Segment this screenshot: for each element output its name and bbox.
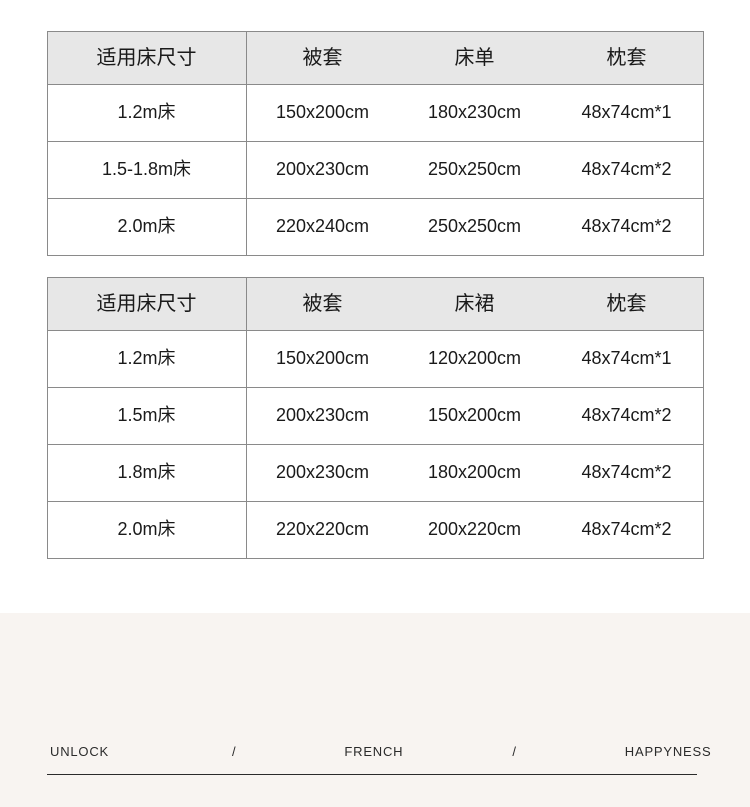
table-header: 适用床尺寸 被套 床裙 枕套 xyxy=(47,277,703,331)
cell-quilt-cover: 150x200cm xyxy=(246,84,399,142)
cell-bed-size: 1.5m床 xyxy=(47,387,247,445)
cell-pillowcase: 48x74cm*1 xyxy=(550,330,703,388)
cell-flat-sheet: 180x230cm xyxy=(398,84,551,142)
table-row: 1.8m床 200x230cm 180x200cm 48x74cm*2 xyxy=(47,444,703,502)
cell-pillowcase: 48x74cm*2 xyxy=(581,519,672,540)
footer-banner-content: UNLOCK / FRENCH / HAPPYNESS xyxy=(0,613,750,807)
cell-pillowcase: 48x74cm*2 xyxy=(550,444,703,502)
tagline-word-unlock: UNLOCK xyxy=(50,743,109,759)
cell-bed-size: 2.0m床 xyxy=(47,501,247,559)
cell-bed-size: 2.0m床 xyxy=(47,198,247,256)
column-header-quilt-cover: 被套 xyxy=(246,31,399,85)
column-header-pillowcase: 枕套 xyxy=(550,277,703,331)
column-header-pillowcase: 枕套 xyxy=(550,31,703,85)
cell-bed-skirt: 120x200cm xyxy=(398,330,551,388)
cell-quilt-cover: 200x230cm xyxy=(246,141,399,199)
table-header: 适用床尺寸 被套 床单 枕套 xyxy=(47,31,703,85)
cell-bed-size: 1.8m床 xyxy=(47,444,247,502)
cell-bed-size: 1.2m床 xyxy=(47,330,247,388)
tagline-word-french: FRENCH xyxy=(344,743,404,759)
cell-quilt-cover: 200x230cm xyxy=(246,444,399,502)
cell-quilt-cover: 220x220cm xyxy=(275,519,370,540)
column-header-bed-size: 适用床尺寸 xyxy=(47,31,247,85)
size-table-bed-sheet: 适用床尺寸 被套 床单 枕套 1.2m床 150x200cm 180x230cm… xyxy=(46,31,704,256)
cell-flat-sheet: 250x250cm xyxy=(398,141,551,199)
column-header-flat-sheet: 床单 xyxy=(398,31,551,85)
cell-quilt-cover: 150x200cm xyxy=(246,330,399,388)
table-row: 1.2m床 150x200cm 180x230cm 48x74cm*1 xyxy=(47,84,703,142)
column-header-quilt-cover: 被套 xyxy=(246,277,399,331)
table-body: 1.2m床 150x200cm 120x200cm 48x74cm*1 1.5m… xyxy=(47,330,703,559)
cell-pillowcase: 48x74cm*2 xyxy=(550,387,703,445)
footer-banner: UNLOCK / FRENCH / HAPPYNESS xyxy=(0,613,750,807)
table-header-row: 适用床尺寸 被套 床裙 枕套 xyxy=(47,277,703,331)
table-body: 1.2m床 150x200cm 180x230cm 48x74cm*1 1.5-… xyxy=(47,84,703,256)
cell-pillowcase: 48x74cm*2 xyxy=(581,216,672,237)
size-table-bed-skirt: 适用床尺寸 被套 床裙 枕套 1.2m床 150x200cm 120x200cm… xyxy=(46,277,704,559)
column-header-bed-size: 适用床尺寸 xyxy=(47,277,247,331)
table-row: 1.5-1.8m床 200x230cm 250x250cm 48x74cm*2 xyxy=(47,141,703,199)
cell-bed-size: 1.2m床 xyxy=(47,84,247,142)
column-header-bed-skirt: 床裙 xyxy=(398,277,551,331)
tagline-separator-1: / xyxy=(231,743,237,759)
cell-bed-skirt: 150x200cm xyxy=(398,387,551,445)
cell-pillowcase: 48x74cm*2 xyxy=(550,141,703,199)
cell-quilt-cover: 200x230cm xyxy=(246,387,399,445)
footer-divider-line xyxy=(47,774,697,775)
table-row: 2.0m床 220x240cm 250x250cm 48x74cm*2 xyxy=(47,198,703,256)
cell-quilt-cover: 220x240cm xyxy=(275,216,370,237)
tagline-separator-2: / xyxy=(512,743,517,759)
cell-bed-skirt: 180x200cm xyxy=(398,444,551,502)
cell-flat-sheet: 250x250cm xyxy=(427,216,522,237)
cell-bed-size: 1.5-1.8m床 xyxy=(47,141,247,199)
size-tables-section: 适用床尺寸 被套 床单 枕套 1.2m床 150x200cm 180x230cm… xyxy=(46,31,704,559)
cell-pillowcase: 48x74cm*1 xyxy=(550,84,703,142)
cell-bed-skirt: 200x220cm xyxy=(427,519,522,540)
table-row: 2.0m床 220x220cm 200x220cm 48x74cm*2 xyxy=(47,501,703,559)
table-row: 1.5m床 200x230cm 150x200cm 48x74cm*2 xyxy=(47,387,703,445)
table-header-row: 适用床尺寸 被套 床单 枕套 xyxy=(47,31,703,85)
footer-tagline: UNLOCK / FRENCH / HAPPYNESS xyxy=(47,737,711,765)
table-row: 1.2m床 150x200cm 120x200cm 48x74cm*1 xyxy=(47,330,703,388)
tagline-word-happyness: HAPPYNESS xyxy=(624,743,712,759)
